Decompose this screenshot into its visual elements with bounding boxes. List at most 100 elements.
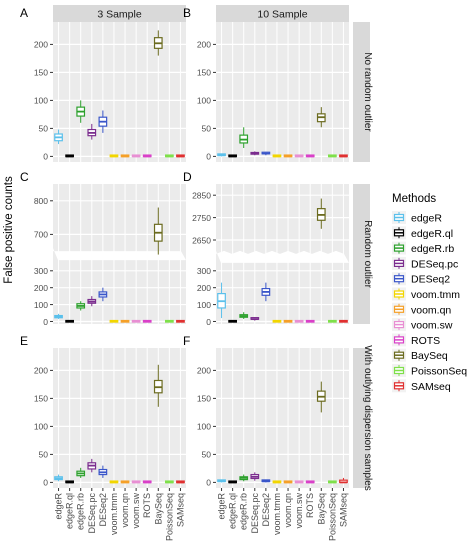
x-tick-label: ROTS xyxy=(142,493,152,518)
x-tick-label: voom.sw xyxy=(131,493,141,529)
box-deseq2 xyxy=(98,110,108,133)
legend-item: DESeq.pc xyxy=(392,256,458,270)
panel-letter: A xyxy=(20,6,28,20)
row-strip-label: No random outlier xyxy=(362,52,373,132)
y-tick-label: 100 xyxy=(34,96,48,106)
box-rots xyxy=(305,480,315,484)
y-tick-label: 200 xyxy=(197,40,211,50)
legend-item: edgeR.ql xyxy=(392,226,453,240)
legend-label: DESeq.pc xyxy=(411,258,458,270)
legend-item: BaySeq xyxy=(392,348,448,362)
box-deseq2 xyxy=(98,465,108,478)
x-tick-label: voom.tmm xyxy=(272,493,282,535)
box-rots xyxy=(305,154,315,158)
box-deseq-pc xyxy=(250,472,260,481)
legend-item: PoissonSeq xyxy=(392,364,467,378)
box-voom-qn xyxy=(120,319,130,323)
axis-break-band xyxy=(53,248,186,261)
legend-item: voom.sw xyxy=(392,318,453,332)
box-voom-qn xyxy=(120,480,130,484)
y-tick-label: 2650 xyxy=(192,235,211,245)
legend-label: edgeR.ql xyxy=(411,228,453,240)
box-deseq-pc xyxy=(250,317,260,321)
box-voom-sw xyxy=(294,480,304,484)
box-poissonseq xyxy=(165,154,174,158)
y-tick-label: 0 xyxy=(43,478,48,488)
box-deseq2 xyxy=(261,479,271,483)
row-strip xyxy=(353,22,370,162)
y-tick-label: 300 xyxy=(34,266,48,276)
box-voom-sw xyxy=(294,319,304,323)
row-strip-label: With outlying dispersion samples xyxy=(362,345,373,491)
axis-break-band xyxy=(216,250,349,263)
panel-b: 0 50 100 150 200 B xyxy=(183,6,349,162)
legend-title: Methods xyxy=(392,193,436,205)
box-deseq2 xyxy=(261,151,271,156)
x-tick-label: SAMseq xyxy=(338,493,348,527)
y-tick-label: 150 xyxy=(34,394,48,404)
y-tick-label: 150 xyxy=(34,68,48,78)
y-tick-label: 50 xyxy=(202,450,212,460)
legend-label: BaySeq xyxy=(411,350,448,362)
box-poissonseq xyxy=(165,480,174,484)
legend-label: DESeq2 xyxy=(411,274,450,286)
x-tick-label: BaySeq xyxy=(316,493,326,525)
box-bayseq xyxy=(153,207,163,255)
box-voom-sw xyxy=(131,480,141,484)
column-strip-label: 3 Sample xyxy=(97,9,142,21)
column-strip-label: 10 Sample xyxy=(257,9,307,21)
box-deseq-pc xyxy=(250,151,260,156)
legend-label: voom.tmm xyxy=(411,289,460,301)
box-rots xyxy=(142,154,152,158)
box-edger-ql xyxy=(65,154,74,158)
y-tick-label: 100 xyxy=(34,300,48,310)
panel-letter: E xyxy=(20,334,28,348)
box-edger xyxy=(217,282,226,319)
box-bayseq xyxy=(153,30,163,56)
box-samseq xyxy=(176,480,185,484)
x-tick-label: edgeR.ql xyxy=(65,493,75,529)
x-tick-label: edgeR xyxy=(54,493,64,520)
row-strip-label: Random outlier xyxy=(362,220,373,288)
x-tick-label: PoissonSeq xyxy=(327,493,337,541)
box-rots xyxy=(142,480,152,484)
box-edger xyxy=(54,129,63,145)
x-tick-label: edgeR.rb xyxy=(76,493,86,530)
box-rots xyxy=(305,319,315,323)
y-tick-label: 0 xyxy=(43,317,48,327)
legend-item: edgeR.rb xyxy=(392,241,454,255)
panel-background xyxy=(216,22,349,162)
box-voom-tmm xyxy=(109,480,119,484)
box-voom-qn xyxy=(283,154,293,158)
legend-label: edgeR.rb xyxy=(411,243,454,255)
y-tick-label: 200 xyxy=(34,40,48,50)
box-edger-rb xyxy=(239,127,249,148)
box-edger xyxy=(217,153,226,157)
x-tick-label: DESeq.pc xyxy=(250,493,260,534)
box-samseq xyxy=(339,319,348,323)
box-poissonseq xyxy=(328,319,337,323)
legend-label: voom.sw xyxy=(411,320,453,332)
box-deseq-pc xyxy=(87,458,97,473)
y-tick-label: 100 xyxy=(197,300,211,310)
y-tick-label: 2850 xyxy=(192,191,211,201)
panel-letter: D xyxy=(183,170,192,184)
legend-item: edgeR xyxy=(392,211,442,225)
box-deseq-pc xyxy=(87,296,97,307)
panel-letter: F xyxy=(183,334,190,348)
legend-item: voom.qn xyxy=(392,302,451,316)
box-bayseq xyxy=(153,364,163,407)
panel-c: 0 100 200 300 700 800 C xyxy=(20,170,186,327)
y-tick-label: 100 xyxy=(34,422,48,432)
y-tick-label: 700 xyxy=(34,230,48,240)
column-strip xyxy=(53,5,186,22)
panel-background xyxy=(216,348,349,488)
box-edger xyxy=(54,313,63,319)
box-samseq xyxy=(176,319,185,323)
legend-label: voom.qn xyxy=(411,304,451,316)
panels-layer: 3 Sample 10 Sample No random outlier Random… xyxy=(20,5,373,541)
y-tick-label: 200 xyxy=(34,283,48,293)
x-tick-label: DESeq2 xyxy=(261,493,271,527)
y-tick-label: 2750 xyxy=(192,213,211,223)
